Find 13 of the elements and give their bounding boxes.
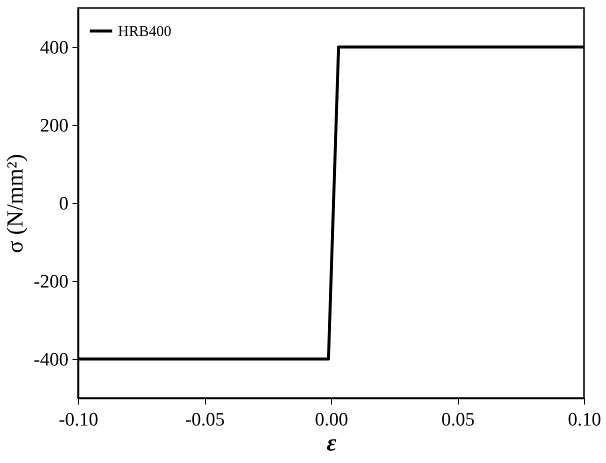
- x-tick-label: 0.00: [314, 410, 348, 430]
- x-tick-label: -0.05: [185, 410, 225, 430]
- y-tick-label: 200: [40, 116, 68, 136]
- y-tick-label: -400: [34, 350, 68, 370]
- y-tick-label: 0: [59, 194, 68, 214]
- y-tick-label: -200: [34, 272, 68, 292]
- legend-label: HRB400: [118, 24, 172, 40]
- x-tick-label: -0.10: [58, 410, 98, 430]
- x-tick-label: 0.10: [568, 410, 602, 430]
- x-tick-label: 0.05: [441, 410, 475, 430]
- x-axis-title: ε: [326, 430, 337, 456]
- y-tick-label: 400: [40, 38, 68, 58]
- y-axis-title: σ (N/mm²): [2, 154, 28, 254]
